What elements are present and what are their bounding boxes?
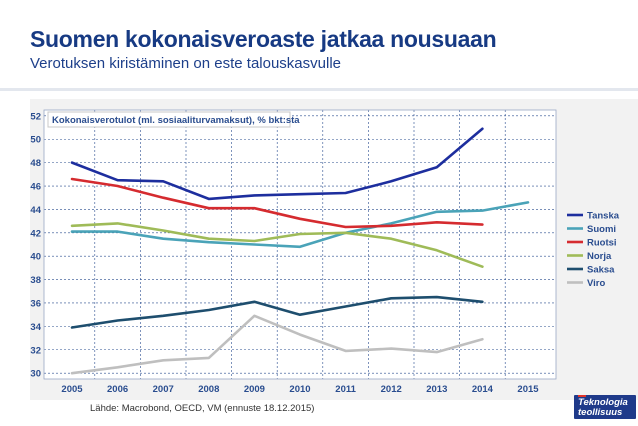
- y-tick-label: 42: [30, 228, 41, 239]
- legend-label: Ruotsi: [587, 238, 617, 249]
- y-tick-label: 38: [30, 275, 41, 286]
- x-tick-label: 2010: [289, 384, 310, 395]
- x-tick-label: 2007: [153, 384, 174, 395]
- series-line-norja: [70, 222, 484, 268]
- y-tick-label: 52: [30, 111, 41, 122]
- y-tick-label: 36: [30, 298, 41, 309]
- page-title: Suomen kokonaisveroaste jatkaa nousuaan: [30, 26, 497, 52]
- legend-label: Tanska: [587, 211, 620, 222]
- series-lines: [70, 127, 530, 375]
- y-tick-label: 48: [30, 158, 41, 169]
- legend-label: Viro: [587, 278, 606, 289]
- header-divider: [0, 88, 638, 91]
- y-tick-label: 50: [30, 135, 41, 146]
- plot-background: [44, 110, 556, 379]
- y-tick-label: 44: [30, 205, 41, 216]
- series-line-viro: [70, 314, 484, 375]
- series-line-ruotsi: [70, 177, 484, 229]
- teknologiateollisuus-logo: Teknologia teollisuus: [574, 395, 636, 419]
- x-tick-label: 2013: [426, 384, 447, 395]
- chart-panel: 30 32 34 36 38 40 42 44 46 48 50 52 2005 2006 2007 200…: [30, 99, 638, 400]
- chart-title-box: [47, 111, 291, 128]
- logo-mark: [578, 395, 586, 397]
- x-tick-label: 2008: [198, 384, 219, 395]
- y-tick-label: 46: [30, 182, 41, 193]
- x-tick-label: 2011: [335, 384, 356, 395]
- series-line-tanska: [70, 127, 484, 201]
- y-tick-label: 40: [30, 252, 41, 263]
- legend-label: Norja: [587, 251, 612, 262]
- chart-title: Kokonaisverotulot (ml. sosiaaliturvamaks…: [52, 115, 300, 126]
- y-tick-label: 34: [30, 322, 41, 333]
- y-tick-label: 32: [30, 345, 41, 356]
- logo-text-line2: teollisuus: [578, 407, 623, 418]
- x-tick-label: 2015: [517, 384, 539, 395]
- y-tick-label: 30: [30, 369, 41, 380]
- y-axis-ticks: 30 32 34 36 38 40 42 44 46 48 50 52: [30, 111, 41, 379]
- page-subtitle: Verotuksen kiristäminen on este talouska…: [30, 55, 342, 72]
- x-tick-label: 2012: [381, 384, 402, 395]
- legend: Tanska Suomi Ruotsi Norja Saksa Viro: [567, 211, 620, 289]
- logo-text-line1: Teknologia: [578, 397, 628, 408]
- x-tick-label: 2005: [61, 384, 83, 395]
- plot-frame: [43, 109, 557, 380]
- x-tick-label: 2009: [244, 384, 265, 395]
- series-line-suomi: [70, 201, 530, 249]
- source-note: Lähde: Macrobond, OECD, VM (ennuste 18.1…: [90, 403, 315, 414]
- x-tick-label: 2006: [107, 384, 128, 395]
- legend-label: Suomi: [587, 224, 616, 235]
- legend-label: Saksa: [587, 265, 615, 276]
- x-axis-ticks: 2005 2006 2007 2008 2009 2010 2011 2012 2013 2014…: [61, 384, 539, 395]
- series-line-saksa: [70, 295, 484, 329]
- x-tick-label: 2014: [472, 384, 494, 395]
